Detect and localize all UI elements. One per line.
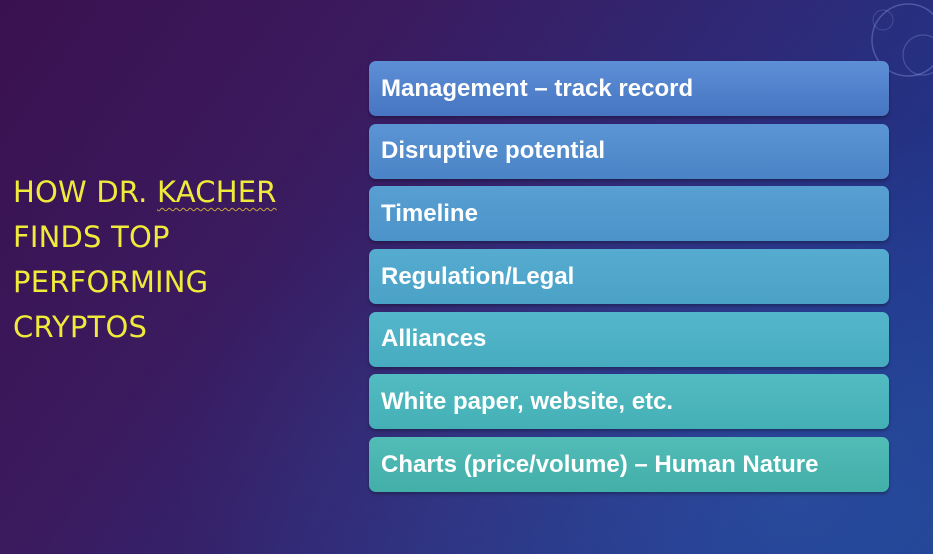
list-item-label: White paper, website, etc.	[381, 387, 674, 415]
list-item-charts[interactable]: Charts (price/volume) – Human Nature	[369, 437, 889, 493]
list-item-label: Management – track record	[381, 74, 694, 102]
spellcheck-flagged-word[interactable]: KACHER	[157, 175, 277, 209]
list-item-label: Charts (price/volume) – Human Nature	[381, 450, 819, 478]
list-item-white-paper[interactable]: White paper, website, etc.	[369, 374, 889, 430]
criteria-list: Management – track record Disruptive pot…	[369, 61, 889, 493]
title-line-3: PERFORMING	[13, 265, 209, 299]
list-item-alliances[interactable]: Alliances	[369, 311, 889, 367]
list-item-regulation[interactable]: Regulation/Legal	[369, 249, 889, 305]
list-item-label: Regulation/Legal	[381, 262, 575, 290]
list-item-timeline[interactable]: Timeline	[369, 186, 889, 242]
list-item-management[interactable]: Management – track record	[369, 61, 889, 116]
title-line-2: FINDS TOP	[13, 220, 170, 254]
slide-title: HOW DR. KACHER FINDS TOP PERFORMING CRYP…	[13, 170, 333, 350]
title-line-4: CRYPTOS	[13, 310, 148, 344]
list-item-label: Alliances	[381, 325, 487, 353]
list-item-label: Disruptive potential	[381, 137, 606, 165]
list-item-disruptive-potential[interactable]: Disruptive potential	[369, 123, 889, 179]
list-item-label: Timeline	[381, 199, 478, 227]
title-line-1: HOW DR. KACHER	[13, 175, 277, 209]
